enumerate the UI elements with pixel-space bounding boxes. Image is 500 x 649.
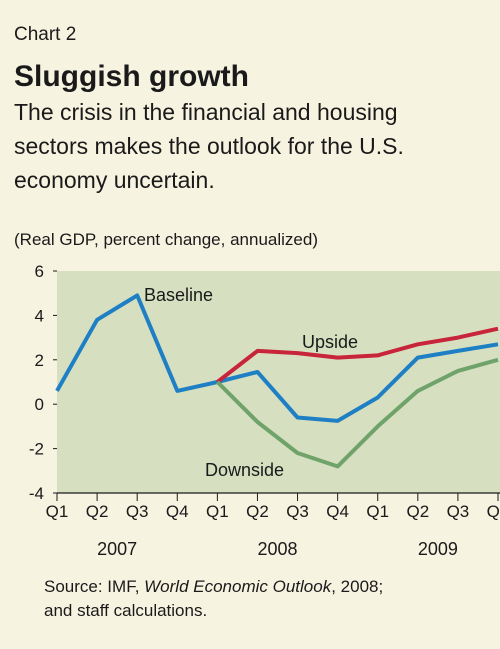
group-label: 2007 xyxy=(97,539,137,559)
chart-label: Chart 2 xyxy=(14,24,76,45)
y-tick-label: 6 xyxy=(35,262,44,281)
x-tick-label: Q2 xyxy=(406,502,429,521)
y-tick-label: 0 xyxy=(35,395,44,414)
series-label: Baseline xyxy=(144,285,213,305)
source-text: Source: IMF, xyxy=(44,577,144,596)
chart-title: Sluggish growth xyxy=(14,60,249,93)
y-tick-label: -2 xyxy=(29,440,44,459)
y-tick-label: -4 xyxy=(29,484,44,503)
series-line xyxy=(55,293,499,423)
x-tick-label: Q3 xyxy=(447,502,470,521)
source-text: World Economic Outlook xyxy=(144,577,333,596)
series-line xyxy=(215,357,499,469)
group-label: 2008 xyxy=(257,539,297,559)
x-tick-label: Q2 xyxy=(246,502,269,521)
series-line xyxy=(216,326,499,384)
units: (Real GDP, percent change, annualized) xyxy=(14,230,318,249)
x-tick-label: Q4 xyxy=(487,502,500,521)
source: Source: IMF, World Economic Outlook, 200… xyxy=(44,577,383,596)
x-tick-label: Q1 xyxy=(46,502,69,521)
y-tick-label: 2 xyxy=(35,351,44,370)
subtitle: The crisis in the financial and housing xyxy=(14,99,398,125)
series-label: Downside xyxy=(205,460,284,480)
x-tick-label: Q4 xyxy=(326,502,349,521)
source: and staff calculations. xyxy=(44,601,207,620)
plot-area xyxy=(57,271,500,493)
source-text: , 2008; xyxy=(331,577,383,596)
series-label: Upside xyxy=(302,332,358,352)
group-label: 2009 xyxy=(418,539,458,559)
x-tick-label: Q1 xyxy=(206,502,229,521)
subtitle: sectors makes the outlook for the U.S. xyxy=(14,133,404,159)
subtitle: economy uncertain. xyxy=(14,167,215,193)
x-tick-label: Q3 xyxy=(286,502,309,521)
x-tick-label: Q1 xyxy=(366,502,389,521)
x-tick-label: Q4 xyxy=(166,502,189,521)
x-tick-label: Q3 xyxy=(126,502,149,521)
y-tick-label: 4 xyxy=(35,306,44,325)
x-tick-label: Q2 xyxy=(86,502,109,521)
